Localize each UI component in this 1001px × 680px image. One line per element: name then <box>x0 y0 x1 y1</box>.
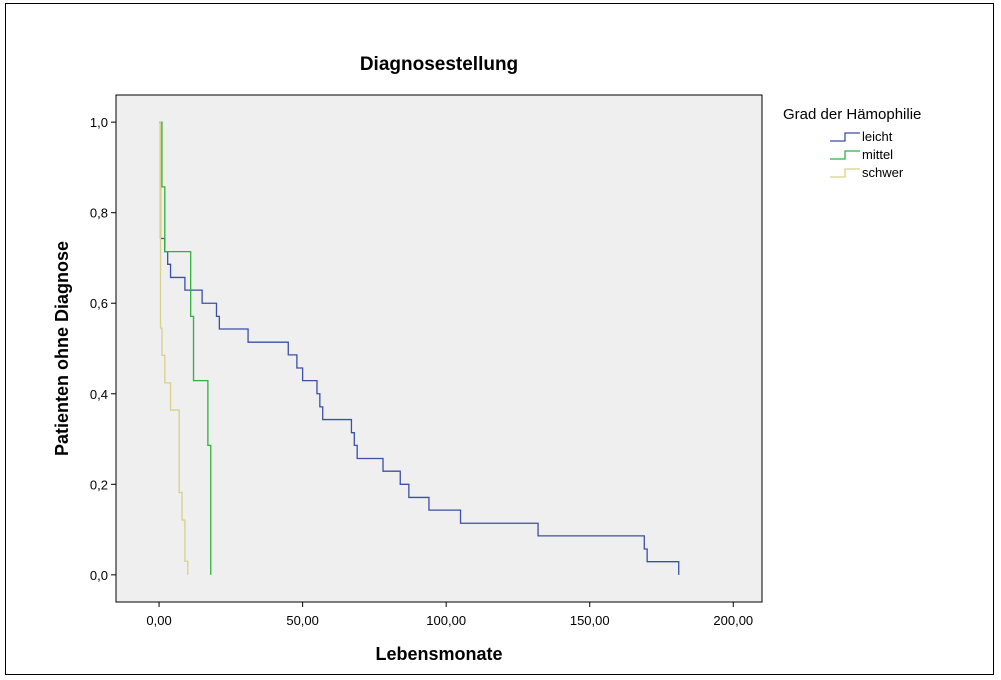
series-line-mittel <box>159 121 212 575</box>
survival-curves <box>159 121 680 575</box>
y-axis-label: Patienten ohne Diagnose <box>52 241 72 456</box>
x-tick-label: 200,00 <box>713 613 753 628</box>
y-tick-label: 0,8 <box>90 206 108 221</box>
y-axis-ticks: 0,0 0,2 0,4 0,6 0,8 1,0 <box>90 115 116 583</box>
legend-title: Grad der Hämophilie <box>783 106 921 123</box>
x-tick-label: 150,00 <box>570 613 610 628</box>
y-tick-label: 0,2 <box>90 477 108 492</box>
y-tick-label: 0,0 <box>90 568 108 583</box>
chart-frame <box>5 3 994 675</box>
x-axis-ticks: 0,00 50,00 100,00 150,00 200,00 <box>146 602 753 628</box>
chart-title: Diagnosestellung <box>360 54 518 75</box>
legend-items: leicht mittel schwer <box>830 129 904 180</box>
y-tick-label: 1,0 <box>90 115 108 130</box>
x-tick-label: 100,00 <box>426 613 466 628</box>
plot-area <box>115 94 763 603</box>
legend-swatch-leicht <box>830 132 860 142</box>
legend-label-leicht: leicht <box>862 129 893 144</box>
series-line-leicht <box>159 121 680 575</box>
series-line-schwer <box>159 121 189 575</box>
legend-swatch-schwer <box>830 168 860 178</box>
x-tick-label: 50,00 <box>286 613 319 628</box>
x-tick-label: 0,00 <box>146 613 171 628</box>
y-tick-label: 0,6 <box>90 296 108 311</box>
legend: Grad der Hämophilie leicht mittel schwer <box>783 106 921 180</box>
legend-label-schwer: schwer <box>862 165 904 180</box>
x-axis-label: Lebensmonate <box>375 644 502 664</box>
y-tick-label: 0,4 <box>90 387 108 402</box>
legend-swatch-mittel <box>830 150 860 160</box>
legend-label-mittel: mittel <box>862 147 893 162</box>
